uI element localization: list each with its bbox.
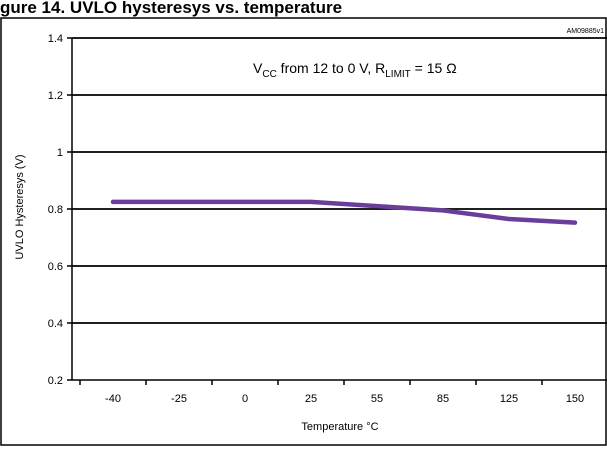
- x-axis-label: Temperature °C: [301, 421, 378, 433]
- y-tick-label: 0.8: [48, 204, 63, 216]
- series-line: [113, 202, 575, 223]
- y-tick-label: 1.4: [48, 33, 63, 45]
- x-tick-label: 85: [437, 393, 449, 405]
- x-tick-label: 125: [500, 393, 518, 405]
- x-tick-label: -25: [171, 393, 187, 405]
- doc-id: AM09885v1: [567, 28, 604, 35]
- figure-title: gure 14. UVLO hysteresys vs. temperature: [0, 0, 342, 17]
- y-tick-label: 0.2: [48, 375, 63, 387]
- x-tick-label: 150: [566, 393, 584, 405]
- annotation-rlimit-sub: LIMIT: [385, 69, 411, 80]
- y-tick-label: 1.2: [48, 90, 63, 102]
- chart-annotation: VCC from 12 to 0 V, RLIMIT = 15 Ω: [253, 60, 457, 80]
- annotation-tail: = 15 Ω: [411, 60, 457, 76]
- series-group: [113, 202, 575, 223]
- figure-border: [1, 18, 606, 445]
- x-tick-label: 25: [305, 393, 317, 405]
- annotation-vcc-sub: CC: [262, 69, 276, 80]
- y-tick-label: 0.6: [48, 261, 63, 273]
- gridlines: [67, 38, 607, 380]
- x-tick-label: 0: [242, 393, 248, 405]
- x-tick-labels: -40 -25 0 25 55 85 125 150: [105, 393, 584, 405]
- annotation-mid: from 12 to 0 V, R: [277, 60, 385, 76]
- y-tick-label: 0.4: [48, 318, 63, 330]
- x-tick-label: -40: [105, 393, 121, 405]
- y-axis-label: UVLO Hysteresys (V): [14, 154, 26, 259]
- y-tick-label: 1: [57, 147, 63, 159]
- x-tick-label: 55: [371, 393, 383, 405]
- y-tick-labels: 0.2 0.4 0.6 0.8 1 1.2 1.4: [48, 33, 63, 387]
